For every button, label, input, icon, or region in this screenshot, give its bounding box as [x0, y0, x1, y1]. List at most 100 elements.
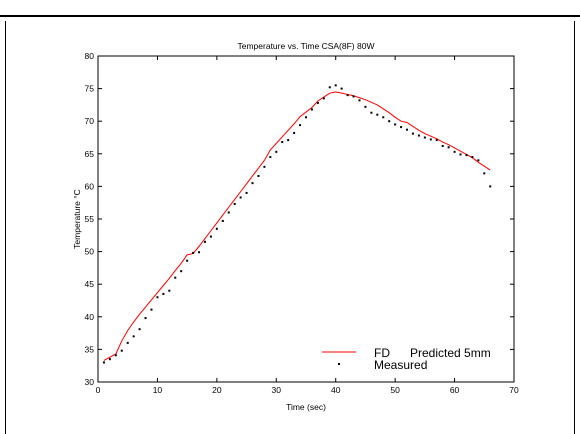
measured-point [156, 296, 159, 299]
measured-point [328, 86, 331, 89]
y-axis-label: Temperature °C [72, 189, 82, 249]
y-tick-label: 60 [85, 181, 95, 191]
measured-point [305, 116, 307, 119]
legend-label-measured: Measured [374, 358, 427, 372]
measured-point [144, 317, 147, 320]
measured-point [394, 123, 397, 126]
y-tick-label: 75 [85, 84, 95, 94]
measured-point [281, 141, 284, 144]
measured-point [215, 227, 218, 230]
measured-point [120, 349, 123, 352]
measured-point [483, 172, 486, 175]
measured-point [251, 182, 254, 185]
y-tick-label: 70 [85, 116, 95, 126]
measured-point [447, 146, 450, 149]
measured-point [198, 251, 201, 254]
measured-point [257, 174, 260, 177]
y-tick-label: 30 [85, 377, 95, 387]
measured-point [126, 341, 129, 344]
measured-point [233, 203, 236, 205]
measured-point [162, 292, 165, 295]
x-tick-label: 70 [509, 385, 519, 395]
measured-point [346, 94, 349, 97]
legend: FD Predicted 5mm Measured [322, 346, 491, 372]
y-tick-label: 50 [85, 247, 95, 257]
y-tick-label: 40 [85, 312, 95, 322]
measured-point [417, 134, 420, 137]
measured-point [459, 153, 462, 156]
measured-point [310, 108, 313, 111]
x-tick-label: 0 [96, 385, 101, 395]
measured-point [411, 132, 414, 135]
measured-point [245, 191, 248, 194]
measured-point [352, 95, 355, 98]
measured-point [489, 185, 492, 188]
measured-point [358, 99, 361, 102]
x-tick-label: 40 [331, 385, 341, 395]
x-tick-label: 50 [390, 385, 400, 395]
x-tick-label: 10 [153, 385, 163, 395]
measured-point [186, 259, 189, 262]
y-tick-label: 35 [85, 344, 95, 354]
x-axis-label: Time (sec) [286, 402, 326, 412]
measured-point [168, 289, 171, 292]
measured-point [471, 156, 474, 159]
measured-point [441, 144, 444, 147]
measured-point [388, 120, 391, 123]
measured-point [465, 154, 468, 157]
measured-point [382, 116, 385, 119]
measured-point [435, 139, 438, 142]
chart-title: Temperature vs. Time CSA(8F) 80W [238, 41, 375, 51]
top-rule [0, 15, 580, 17]
measured-point [287, 139, 290, 142]
measured-point [108, 358, 111, 361]
measured-point [334, 84, 337, 87]
measured-point [340, 87, 343, 90]
measured-point [174, 276, 177, 279]
measured-point [400, 126, 403, 129]
measured-point [453, 150, 456, 153]
y-tick-label: 55 [85, 214, 95, 224]
measured-point [180, 270, 183, 273]
measured-point [132, 335, 135, 338]
y-tick-label: 45 [85, 279, 95, 289]
measured-point [429, 138, 432, 141]
measured-point [269, 156, 272, 159]
measured-point [227, 211, 230, 214]
legend-label-predicted: FD Predicted 5mm [374, 346, 491, 360]
measured-point [263, 165, 266, 168]
measured-point [316, 101, 319, 104]
y-tick-label: 80 [85, 51, 95, 61]
predicted-line [103, 91, 491, 361]
series-predicted-line [103, 91, 491, 361]
x-tick-label: 20 [212, 385, 222, 395]
y-tick-label: 65 [85, 149, 95, 159]
measured-point [322, 97, 325, 100]
measured-point [114, 354, 117, 357]
measured-point [203, 240, 206, 243]
axis-ticks: 0 10 20 30 40 50 60 70 30 35 40 45 50 55 60 65 70 75 80 [85, 51, 519, 395]
measured-point [102, 361, 105, 364]
measured-point [138, 328, 141, 331]
x-tick-label: 30 [272, 385, 282, 395]
measured-point [293, 131, 296, 134]
measured-point [275, 150, 278, 153]
measured-point [406, 128, 409, 131]
measured-point [192, 251, 195, 254]
measured-point [150, 308, 153, 311]
plot-area [97, 55, 515, 383]
measured-point [209, 235, 212, 238]
measured-point [239, 196, 242, 199]
measured-point [423, 136, 426, 139]
measured-point [299, 124, 302, 127]
measured-point [376, 113, 379, 116]
measured-point [364, 105, 367, 108]
measured-point [221, 219, 224, 222]
measured-point [477, 159, 480, 162]
x-tick-label: 60 [450, 385, 460, 395]
series-measured-points [102, 84, 492, 364]
measured-point [370, 111, 373, 114]
figure-frame [5, 21, 575, 434]
legend-marker-measured [338, 363, 340, 365]
